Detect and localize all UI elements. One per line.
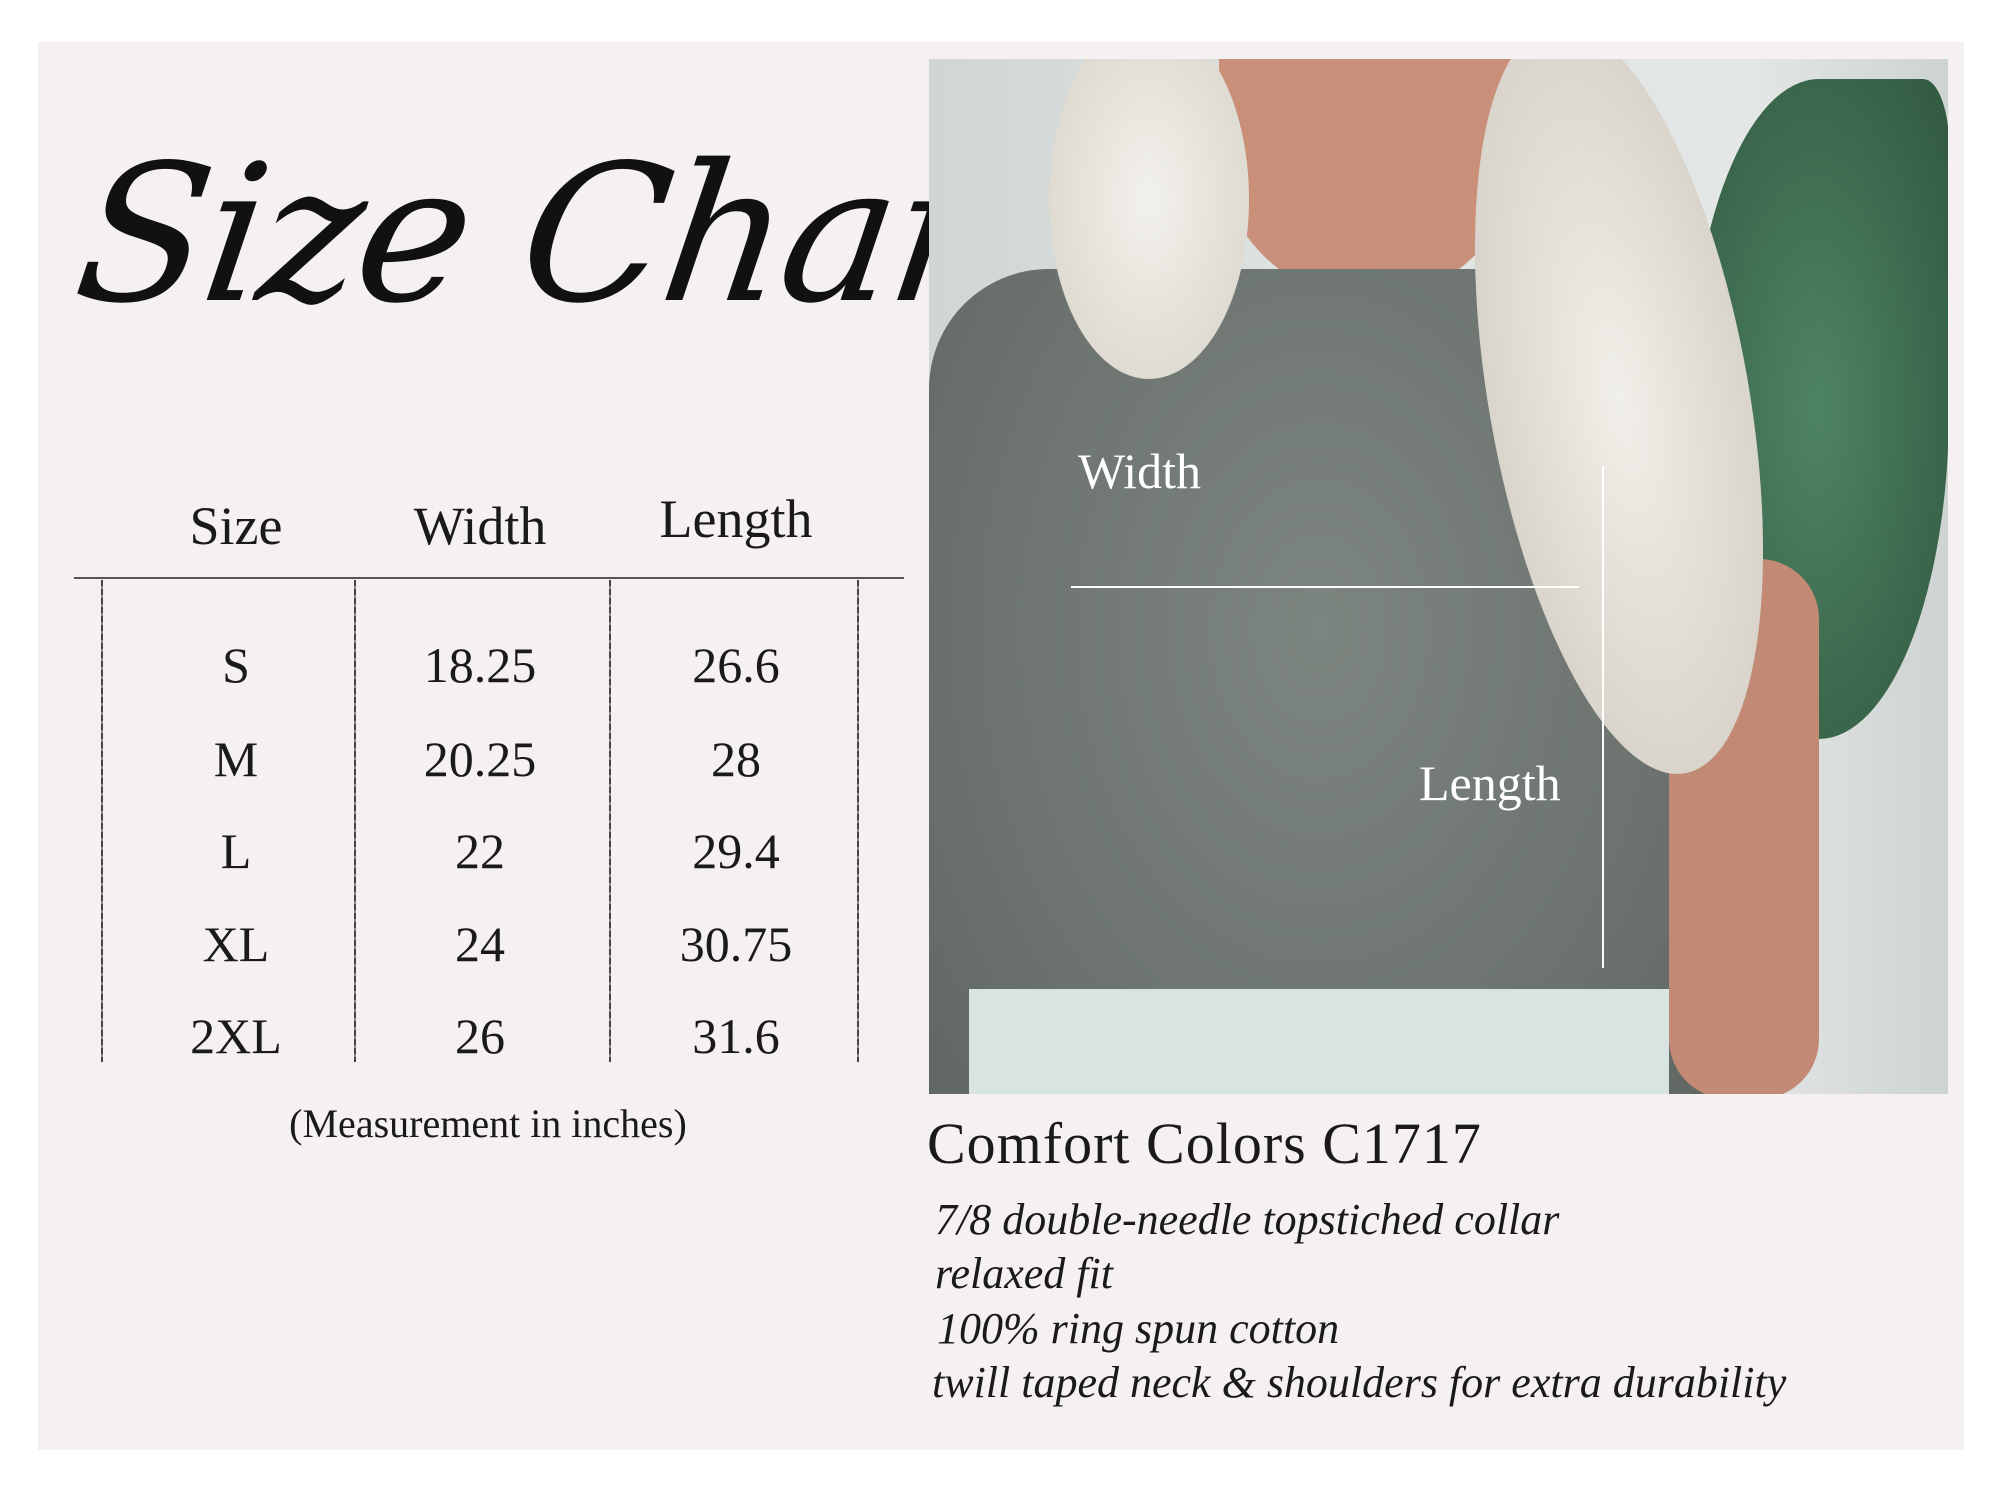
jeans-image (969, 989, 1669, 1094)
length-cell: 31.6 (692, 1008, 780, 1064)
hair-image (1049, 59, 1249, 379)
feature-item: twill taped neck & shoulders for extra d… (932, 1358, 1787, 1407)
size-cell: L (220, 823, 252, 879)
size-cell: M (213, 731, 259, 787)
measurement-note: (Measurement in inches) (289, 1101, 687, 1146)
header-length: Length (659, 489, 813, 549)
product-name: Comfort Colors C1717 (927, 1111, 1482, 1176)
width-cell: 20.25 (423, 731, 537, 787)
length-label: Length (1419, 755, 1561, 811)
size-chart-title: Size Chart (64, 124, 1068, 345)
column-divider (857, 580, 859, 1062)
size-cell: 2XL (190, 1008, 282, 1064)
length-arrow (1602, 466, 1604, 968)
length-cell: 30.75 (679, 916, 793, 972)
column-divider (354, 580, 356, 1062)
width-cell: 26 (455, 1008, 505, 1064)
width-arrow (1071, 586, 1579, 588)
feature-item: relaxed fit (935, 1249, 1113, 1298)
width-label: Width (1078, 443, 1201, 499)
size-cell: XL (202, 916, 270, 972)
length-cell: 29.4 (692, 823, 780, 879)
length-cell: 26.6 (692, 637, 780, 693)
header-width: Width (413, 496, 547, 556)
width-cell: 22 (455, 823, 505, 879)
neck-image (1219, 59, 1519, 299)
header-divider (74, 577, 904, 579)
feature-item: 7/8 double-needle topstiched collar (935, 1195, 1560, 1244)
width-cell: 24 (455, 916, 505, 972)
column-divider (609, 580, 611, 1062)
length-cell: 28 (711, 731, 761, 787)
feature-item: 100% ring spun cotton (937, 1304, 1340, 1353)
header-size: Size (189, 496, 283, 556)
size-cell: S (222, 637, 250, 693)
model-photo: Width Length (929, 59, 1948, 1094)
column-divider (101, 580, 103, 1062)
width-cell: 18.25 (423, 637, 537, 693)
